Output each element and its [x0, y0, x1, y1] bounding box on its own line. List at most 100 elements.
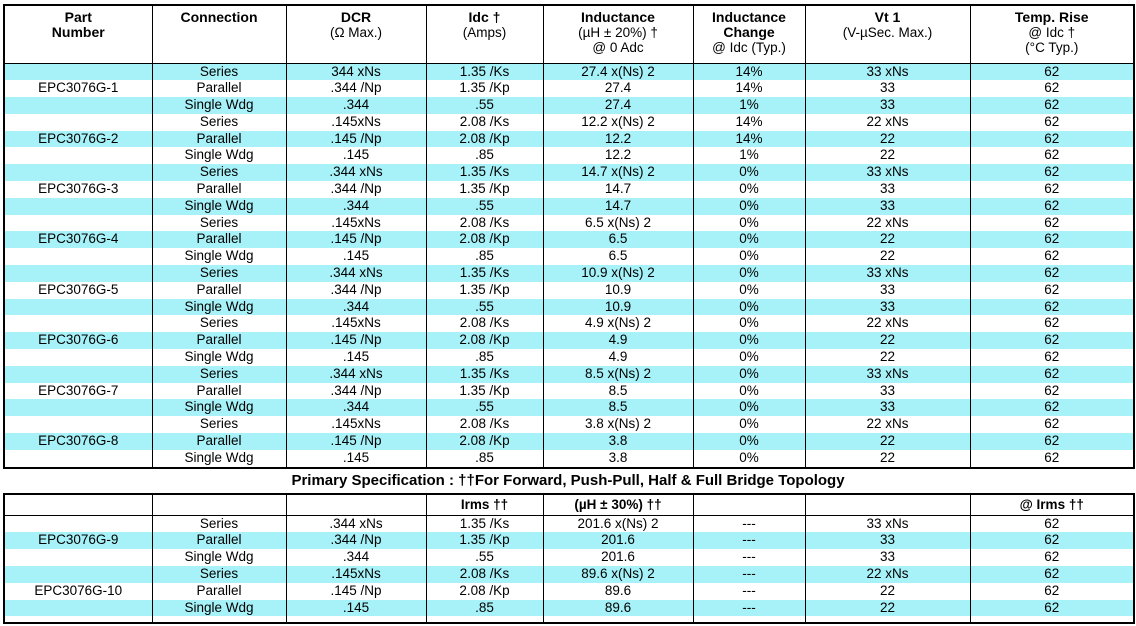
inductance-cell: 8.5: [542, 382, 694, 400]
vt1-cell: 33: [804, 281, 971, 299]
part-number-cell: EPC3076G-4: [3, 231, 153, 249]
section-title: Primary Specification : ††For Forward, P…: [3, 468, 1133, 493]
temp-rise-cell: 62: [969, 63, 1135, 81]
col-header-connection: Connection: [151, 5, 287, 64]
inductance-change-cell: 14%: [692, 80, 806, 98]
spec-row: Series .344 xNs 1.35 /Ks 201.6 x(Ns) 2 --- 33…: [3, 515, 1135, 533]
inductance-cell: 10.9: [542, 298, 694, 316]
inductance-change-cell: 0%: [692, 298, 806, 316]
part-number-cell: [3, 164, 153, 182]
inductance-cell: 89.6 x(Ns) 2: [542, 566, 694, 583]
part-number-cell: EPC3076G-3: [3, 181, 153, 198]
inductance-change-cell: ---: [692, 599, 806, 617]
spacer-cell: [425, 616, 544, 624]
idc-cell: 1.35 /Kp: [425, 532, 544, 550]
vt1-cell: 33: [804, 399, 971, 417]
inductance-cell: 3.8: [542, 433, 694, 450]
spacer-cell: [804, 616, 971, 624]
temp-rise-cell: 62: [969, 113, 1135, 131]
dcr-cell: .145xNs: [285, 416, 427, 434]
connection-cell: Single Wdg: [151, 97, 287, 114]
spacer-cell: [692, 616, 806, 624]
subheader-irms: Irms ††: [425, 493, 544, 516]
idc-cell: 2.08 /Ks: [425, 416, 544, 434]
part-number-cell: [3, 63, 153, 81]
part-number-cell: [3, 298, 153, 316]
connection-cell: Single Wdg: [151, 399, 287, 417]
spec-row: EPC3076G-8 Parallel .145 /Np 2.08 /Kp 3.8 0% 2…: [3, 433, 1135, 450]
vt1-cell: 22 xNs: [804, 315, 971, 333]
temp-rise-cell: 62: [969, 399, 1135, 417]
spec-row: Single Wdg .344.55 14.7 0% 33 62: [3, 197, 1135, 215]
temp-rise-cell: 62: [969, 214, 1135, 232]
temp-rise-cell: 62: [969, 549, 1135, 567]
part-number-cell: [3, 566, 153, 583]
vt1-cell: 22 xNs: [804, 566, 971, 583]
temp-rise-cell: 62: [969, 382, 1135, 400]
temp-rise-cell: 62: [969, 566, 1135, 583]
spec-row: EPC3076G-2 Parallel .145 /Np 2.08 /Kp 12.2 14…: [3, 130, 1135, 148]
connection-cell: Series: [151, 214, 287, 232]
col-header-part-number: Part Number: [3, 5, 153, 64]
vt1-cell: 33 xNs: [804, 365, 971, 383]
temp-rise-cell: 62: [969, 365, 1135, 383]
connection-cell: Parallel: [151, 231, 287, 249]
spec-row: Series .145xNs 2.08 /Ks 6.5 x(Ns) 2 0% 22 xNs…: [3, 214, 1135, 232]
connection-cell: Series: [151, 164, 287, 182]
subheader-connection: [151, 493, 287, 516]
temp-rise-cell: 62: [969, 164, 1135, 182]
idc-cell: 1.35 /Ks: [425, 63, 544, 81]
vt1-cell: 22: [804, 349, 971, 366]
spec-row: Series .344 xNs 1.35 /Ks 10.9 x(Ns) 2 0% 33 x…: [3, 265, 1135, 282]
vt1-cell: 22: [804, 147, 971, 165]
inductance-change-cell: 0%: [692, 382, 806, 400]
part-number-cell: EPC3076G-9: [3, 532, 153, 550]
col-header-vt1: Vt 1 (V-µSec. Max.): [804, 5, 971, 64]
inductance-cell: 14.7 x(Ns) 2: [542, 164, 694, 182]
inductance-cell: 4.9 x(Ns) 2: [542, 315, 694, 333]
part-number-cell: [3, 399, 153, 417]
part-number-cell: [3, 365, 153, 383]
vt1-cell: 22: [804, 332, 971, 350]
connection-cell: Single Wdg: [151, 197, 287, 215]
idc-cell: 2.08 /Ks: [425, 566, 544, 583]
spec-row: Series .145xNs 2.08 /Ks 3.8 x(Ns) 2 0% 22 xNs…: [3, 416, 1135, 434]
temp-rise-cell: 62: [969, 433, 1135, 450]
subheader-vt1: [804, 493, 971, 516]
vt1-cell: 22 xNs: [804, 214, 971, 232]
spec-row: Series .145xNs 2.08 /Ks 4.9 x(Ns) 2 0% 22 xNs…: [3, 315, 1135, 333]
temp-rise-cell: 62: [969, 147, 1135, 165]
dcr-cell: .145: [285, 248, 427, 266]
temp-rise-cell: 62: [969, 416, 1135, 434]
connection-cell: Series: [151, 315, 287, 333]
idc-cell: 2.08 /Ks: [425, 315, 544, 333]
spec-row: Single Wdg .344.55 10.9 0% 33 62: [3, 298, 1135, 316]
part-number-cell: EPC3076G-2: [3, 130, 153, 148]
vt1-cell: 33 xNs: [804, 515, 971, 533]
temp-rise-cell: 62: [969, 231, 1135, 249]
idc-cell: .85: [425, 248, 544, 266]
connection-cell: Parallel: [151, 181, 287, 198]
spec-row: EPC3076G-3 Parallel .344 /Np 1.35 /Kp 14.7 0%…: [3, 181, 1135, 198]
spacer-cell: [969, 616, 1135, 624]
temp-rise-cell: 62: [969, 265, 1135, 282]
part-number-cell: EPC3076G-6: [3, 332, 153, 350]
inductance-cell: 27.4: [542, 97, 694, 114]
spec-row: Single Wdg .145.85 6.5 0% 22 62: [3, 248, 1135, 266]
spec-row: Series .344 xNs 1.35 /Ks 8.5 x(Ns) 2 0% 33 xN…: [3, 365, 1135, 383]
col-header-idc: Idc † (Amps): [425, 5, 544, 64]
idc-cell: .55: [425, 97, 544, 114]
dcr-cell: .145 /Np: [285, 130, 427, 148]
vt1-cell: 22 xNs: [804, 113, 971, 131]
spec-row: Single Wdg .344.55 27.4 1% 33 62: [3, 97, 1135, 114]
part-number-cell: [3, 214, 153, 232]
connection-cell: Single Wdg: [151, 147, 287, 165]
inductance-cell: 201.6 x(Ns) 2: [542, 515, 694, 533]
idc-cell: 2.08 /Kp: [425, 582, 544, 600]
spec-row: Single Wdg .145.85 3.8 0% 22 62: [3, 449, 1135, 468]
inductance-cell: 201.6: [542, 549, 694, 567]
vt1-cell: 33 xNs: [804, 164, 971, 182]
inductance-change-cell: 0%: [692, 281, 806, 299]
dcr-cell: .344 xNs: [285, 365, 427, 383]
temp-rise-cell: 62: [969, 315, 1135, 333]
